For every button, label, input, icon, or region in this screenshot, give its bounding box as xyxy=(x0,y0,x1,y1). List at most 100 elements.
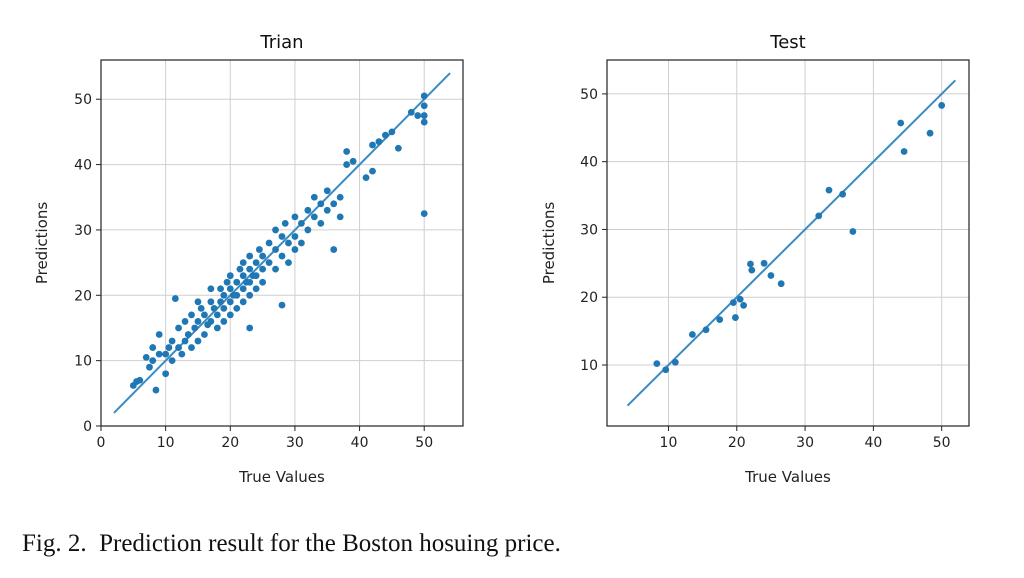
train-data-point xyxy=(388,128,396,136)
train-points xyxy=(129,92,428,394)
train-data-point xyxy=(255,246,263,253)
test-x-tick-label: 10 xyxy=(660,435,678,451)
test-x-tick-label: 40 xyxy=(864,435,882,451)
test-y-tick-label: 40 xyxy=(580,155,598,171)
test-x-tick-label: 30 xyxy=(796,435,814,451)
train-data-point xyxy=(297,239,305,247)
train-data-point xyxy=(175,344,182,351)
train-data-point xyxy=(223,278,231,286)
test-y-axis-label: Predictions xyxy=(540,202,558,285)
train-data-point xyxy=(252,285,260,293)
figure-caption: Fig. 2. Prediction result for the Boston… xyxy=(22,530,561,558)
train-data-point xyxy=(420,92,428,100)
train-data-point xyxy=(375,138,383,146)
train-data-point xyxy=(407,108,415,116)
train-data-point xyxy=(317,219,325,227)
test-data-point xyxy=(897,119,905,127)
train-x-tick-label: 30 xyxy=(286,435,304,451)
train-data-point xyxy=(175,324,182,332)
train-data-point xyxy=(217,298,224,306)
caption-label: Fig. 2. xyxy=(22,530,87,557)
test-y-tick-label: 20 xyxy=(580,290,598,306)
train-y-tick-label: 40 xyxy=(74,158,92,174)
test-data-point xyxy=(729,299,737,307)
train-data-point xyxy=(165,344,173,351)
train-data-point xyxy=(310,193,318,201)
train-y-ticks: 0 10 20 30 40 50 xyxy=(74,92,101,435)
train-data-point xyxy=(149,357,157,365)
test-data-point xyxy=(938,102,946,109)
train-data-point xyxy=(297,219,305,227)
test-data-point xyxy=(740,301,748,309)
train-y-tick-label: 0 xyxy=(83,419,92,435)
test-grid xyxy=(607,60,969,426)
test-data-point xyxy=(767,272,775,279)
train-data-point xyxy=(194,298,202,306)
train-data-point xyxy=(285,239,292,247)
test-data-point xyxy=(716,316,724,323)
train-chart: Trian 0 10 20 30 40 50 0 10 20 30 40 50 True Value… xyxy=(33,32,464,486)
train-y-axis-label: Predictions xyxy=(33,202,51,285)
train-data-point xyxy=(310,213,318,221)
train-data-point xyxy=(239,259,247,267)
test-data-point xyxy=(748,266,756,274)
test-data-point xyxy=(777,280,785,288)
train-data-point xyxy=(220,304,228,312)
test-data-point xyxy=(653,360,661,368)
train-data-point xyxy=(362,174,370,182)
train-data-point xyxy=(213,311,221,319)
train-data-point xyxy=(136,376,144,384)
train-data-point xyxy=(259,278,267,286)
test-x-axis-label: True Values xyxy=(744,468,831,486)
train-data-point xyxy=(369,167,376,175)
train-data-point xyxy=(265,259,273,267)
train-data-point xyxy=(201,311,208,319)
train-data-point xyxy=(155,331,163,338)
train-x-tick-label: 0 xyxy=(97,435,106,451)
test-data-point xyxy=(671,358,679,366)
train-data-point xyxy=(336,193,344,201)
train-data-point xyxy=(152,386,160,394)
train-data-point xyxy=(272,226,279,234)
test-data-point xyxy=(732,314,739,321)
train-data-point xyxy=(394,144,402,152)
train-x-ticks: 0 10 20 30 40 50 xyxy=(97,426,433,451)
train-data-point xyxy=(278,252,286,260)
train-data-point xyxy=(188,311,195,319)
train-chart-title: Trian xyxy=(259,32,303,53)
test-x-tick-label: 50 xyxy=(933,435,951,451)
train-data-point xyxy=(226,272,234,280)
train-data-point xyxy=(181,337,189,345)
train-data-point xyxy=(233,291,241,299)
test-data-point xyxy=(815,212,823,220)
train-data-point xyxy=(259,252,267,260)
train-x-tick-label: 20 xyxy=(221,435,239,451)
train-data-point xyxy=(201,331,208,338)
train-data-point xyxy=(291,233,299,240)
train-data-point xyxy=(181,318,189,325)
train-data-point xyxy=(330,200,338,208)
train-data-point xyxy=(146,363,153,371)
train-data-point xyxy=(265,239,273,247)
train-data-point xyxy=(220,318,228,325)
train-data-point xyxy=(233,304,241,312)
train-x-tick-label: 40 xyxy=(351,435,369,451)
train-data-point xyxy=(226,311,234,319)
train-data-point xyxy=(246,265,254,273)
test-data-point xyxy=(849,228,857,235)
test-data-point xyxy=(760,259,768,267)
train-data-point xyxy=(246,252,254,260)
figure: Trian 0 10 20 30 40 50 0 10 20 30 40 50 True Value… xyxy=(33,32,970,486)
train-data-point xyxy=(420,102,428,110)
train-data-point xyxy=(420,210,428,217)
train-data-point xyxy=(162,350,170,358)
train-data-point xyxy=(210,304,218,312)
train-data-point xyxy=(382,131,389,139)
test-data-point xyxy=(839,190,847,198)
train-data-point xyxy=(168,357,176,365)
test-y-tick-label: 50 xyxy=(580,87,598,103)
train-data-point xyxy=(194,318,202,325)
train-x-tick-label: 50 xyxy=(415,435,433,451)
train-data-point xyxy=(236,265,244,273)
train-data-point xyxy=(272,246,279,253)
